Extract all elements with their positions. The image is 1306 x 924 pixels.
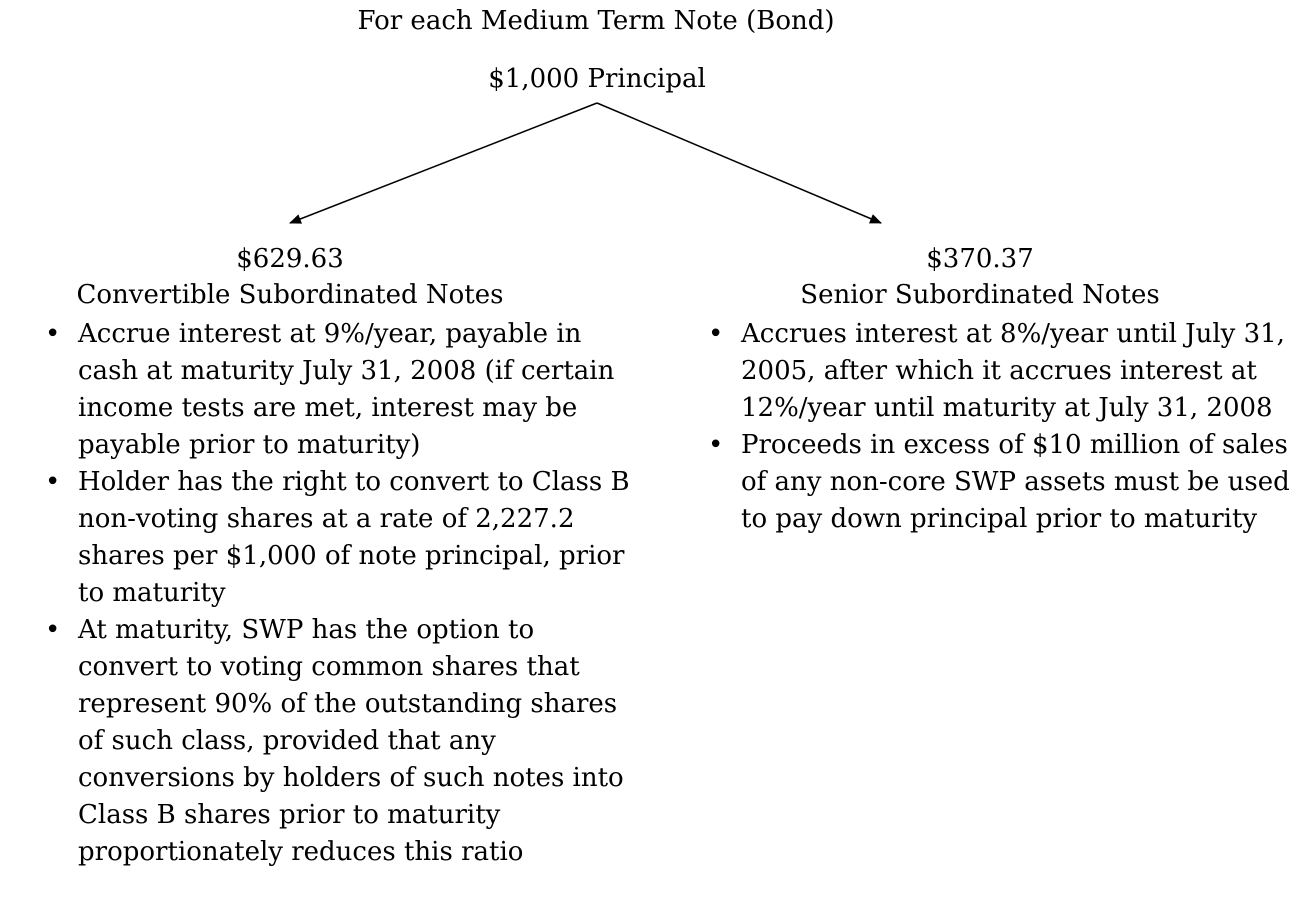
branch-amount: $370.37 — [926, 244, 1034, 274]
bullet: Holder has the right to convert to Class… — [45, 464, 640, 612]
bullet-list: Accrue interest at 9%/year, payable in c… — [45, 316, 640, 871]
arrow-right — [596, 102, 882, 224]
branch-amount: $629.63 — [236, 244, 344, 274]
bullet: Proceeds in excess of $10 million of sal… — [708, 427, 1306, 538]
title: For each Medium Term Note (Bond) — [357, 6, 835, 36]
bullet-list: Accrues interest at 8%/year until July 3… — [708, 316, 1306, 538]
bullet: Accrue interest at 9%/year, payable in c… — [45, 316, 640, 464]
bullet: Accrues interest at 8%/year until July 3… — [708, 316, 1306, 427]
arrow-left — [289, 102, 598, 224]
branch-name: Senior Subordinated Notes — [800, 280, 1160, 310]
bullet: At maturity, SWP has the option to conve… — [45, 612, 640, 871]
root-label: $1,000 Principal — [488, 64, 706, 94]
branch-name: Convertible Subordinated Notes — [76, 280, 504, 310]
